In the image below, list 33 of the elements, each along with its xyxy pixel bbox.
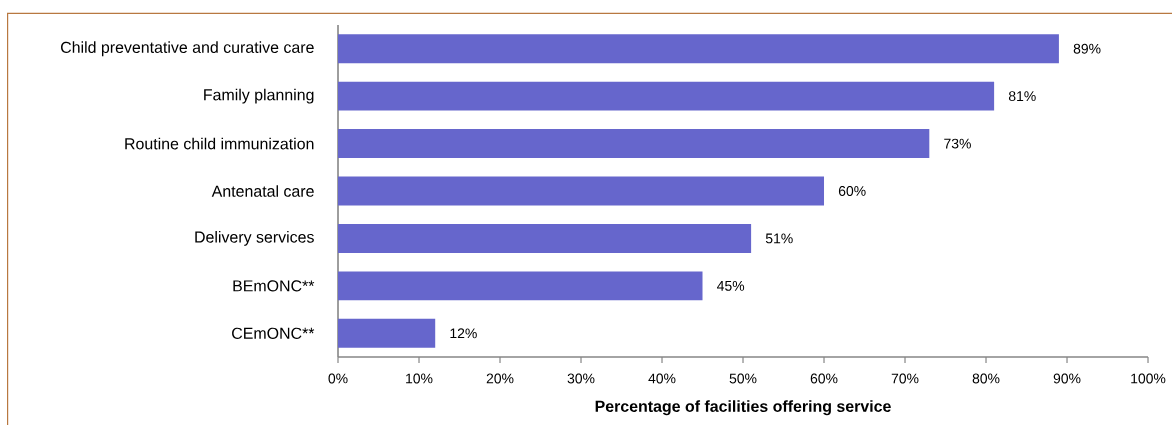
x-tick-label: 40% xyxy=(648,373,676,384)
x-tick-label: 50% xyxy=(729,373,757,384)
y-tick-label: Delivery services xyxy=(195,231,314,246)
y-tick-label: BEmONC** xyxy=(233,280,315,292)
x-tick-label: 90% xyxy=(1053,373,1081,384)
data-label: 51% xyxy=(765,233,793,244)
x-tick-label: 80% xyxy=(972,373,1000,384)
bar xyxy=(338,176,825,206)
x-tick-label: 30% xyxy=(567,373,595,384)
x-tick-label: 70% xyxy=(891,373,919,384)
x-tick-label: 10% xyxy=(406,373,433,384)
data-label: 60% xyxy=(838,186,866,196)
data-label: 12% xyxy=(450,328,477,339)
y-tick-label: Child preventative and curative care xyxy=(61,41,314,57)
x-tick-label: 20% xyxy=(486,373,514,384)
data-label: 45% xyxy=(717,280,745,291)
x-tick-label: 0% xyxy=(328,373,348,384)
data-label: 81% xyxy=(1008,91,1036,102)
y-tick-label: Antenatal care xyxy=(211,185,314,197)
y-tick-label: Family planning xyxy=(204,88,314,104)
data-label: 89% xyxy=(1073,43,1101,54)
y-tick-label: CEmONC** xyxy=(232,327,315,339)
y-tick-label: Routine child immunization xyxy=(125,137,314,150)
x-axis-title: Percentage of facilities offering service xyxy=(595,400,891,416)
bar xyxy=(338,318,436,348)
bar xyxy=(338,34,1059,64)
x-tick-label: 60% xyxy=(810,373,838,384)
bar xyxy=(338,81,995,111)
x-tick-label: 100% xyxy=(1131,373,1166,384)
bar xyxy=(338,223,752,253)
bar xyxy=(338,271,703,301)
bar xyxy=(338,129,930,159)
data-label: 73% xyxy=(944,138,971,149)
